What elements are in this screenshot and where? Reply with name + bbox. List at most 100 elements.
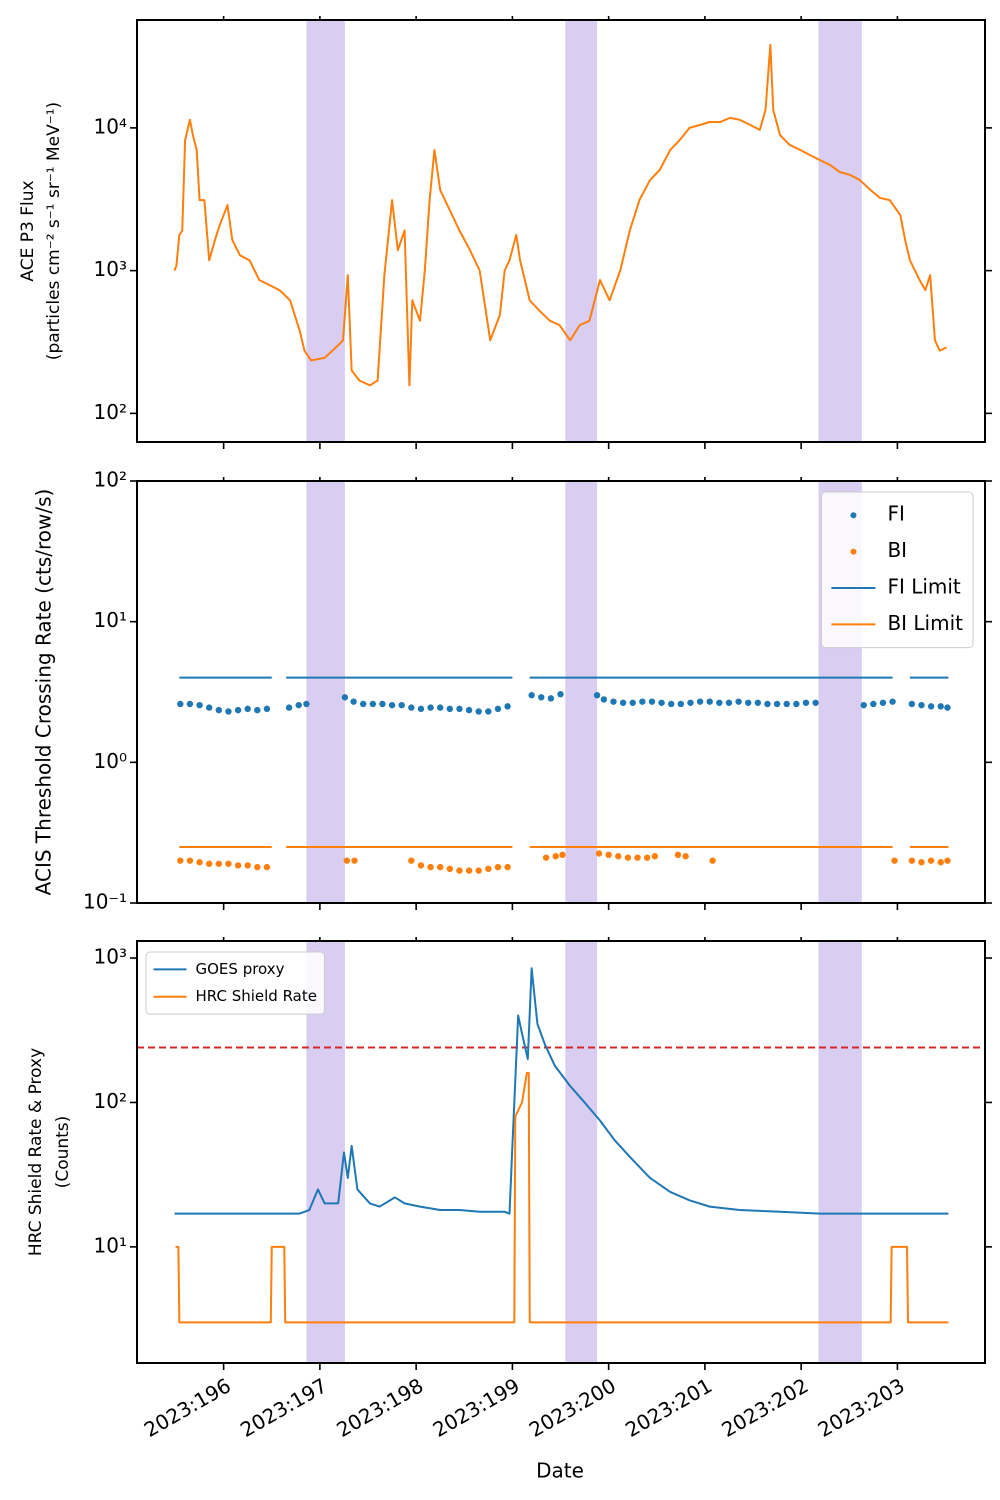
data-point (295, 701, 302, 709)
data-point (446, 865, 454, 873)
legend-marker (850, 548, 857, 555)
y-tick-label: 10¹ (94, 1233, 127, 1257)
shaded-span (565, 20, 598, 442)
data-point (263, 863, 271, 871)
data-point (215, 706, 223, 714)
data-point (205, 704, 213, 711)
data-point (605, 851, 612, 859)
data-point (643, 854, 651, 861)
data-point (343, 857, 351, 864)
data-point (205, 860, 213, 867)
data-point (475, 867, 482, 874)
data-point (639, 698, 646, 705)
data-point (494, 863, 502, 871)
data-point (475, 708, 482, 715)
data-point (716, 699, 723, 706)
data-point (398, 701, 405, 709)
data-point (504, 863, 511, 871)
data-point (677, 700, 685, 708)
data-point (944, 704, 951, 711)
data-point (648, 698, 656, 705)
legend-label: GOES proxy (196, 960, 285, 978)
data-point (465, 867, 473, 874)
data-point (879, 699, 887, 706)
data-point (918, 859, 925, 866)
y-tick-label: 10³ (94, 257, 127, 281)
data-point (918, 701, 925, 709)
y-axis-label: (particles cm⁻² s⁻¹ sr⁻¹ MeV⁻¹) (44, 102, 64, 360)
data-point (552, 853, 559, 860)
shaded-span (565, 941, 598, 1363)
y-tick-label: 10⁴ (94, 114, 127, 138)
data-point (379, 700, 386, 708)
data-point (634, 854, 641, 861)
data-point (285, 704, 293, 711)
data-point (244, 705, 251, 713)
plot-area (137, 941, 985, 1363)
data-point (709, 857, 716, 864)
data-point (417, 862, 425, 869)
data-point (427, 704, 434, 711)
data-point (263, 705, 271, 713)
data-point (225, 708, 232, 715)
data-point (735, 698, 742, 705)
data-point (682, 853, 689, 860)
data-point (706, 698, 713, 705)
data-point (944, 857, 951, 864)
data-point (485, 708, 492, 715)
data-point (674, 851, 682, 859)
data-point (593, 692, 601, 699)
data-point (937, 859, 944, 866)
data-point (186, 700, 194, 708)
data-point (658, 699, 665, 706)
data-point (254, 706, 261, 714)
y-tick-label: 10² (94, 468, 127, 492)
shaded-span (818, 941, 862, 1363)
data-point (456, 867, 463, 874)
data-point (234, 862, 242, 869)
data-point (937, 703, 944, 710)
data-point (754, 699, 762, 706)
data-point (557, 691, 564, 698)
plot-area (173, 20, 947, 442)
y-axis-label: ACE P3 Flux (18, 180, 38, 281)
data-point (668, 700, 675, 708)
data-point (254, 863, 261, 871)
data-point (177, 857, 184, 864)
y-tick-label: 10⁻¹ (83, 890, 127, 914)
data-point (812, 699, 819, 706)
y-tick-label: 10⁰ (94, 749, 127, 773)
data-point (351, 857, 358, 864)
data-point (388, 701, 396, 709)
data-line (174, 967, 949, 1215)
legend-label: FI (887, 502, 904, 526)
data-point (538, 694, 545, 701)
data-point (542, 854, 550, 861)
panel: 10² 10³ 10⁴ ACE P3 Flux (particles cm⁻² s⁻¹ … (18, 16, 992, 449)
y-axis-label: (Counts) (53, 1116, 73, 1189)
data-point (494, 705, 502, 713)
data-point (303, 700, 310, 708)
data-point (891, 857, 898, 864)
data-line (175, 1071, 949, 1324)
shaded-span (565, 481, 598, 903)
data-point (427, 863, 434, 871)
data-point (225, 860, 232, 867)
data-point (244, 862, 251, 869)
data-point (456, 705, 463, 713)
data-point (465, 706, 473, 714)
legend-label: BI Limit (887, 611, 963, 635)
data-point (177, 700, 184, 708)
legend: FI BI FI Limit BI Limit (820, 491, 974, 649)
data-point (559, 851, 566, 859)
panel: 10⁻¹ 10⁰ 10¹ 10² ACIS Threshold Crossing Rat… (32, 468, 992, 914)
data-point (651, 853, 659, 860)
data-point (610, 698, 617, 705)
data-point (696, 698, 704, 705)
data-point (908, 700, 916, 708)
data-point (745, 699, 752, 706)
data-point (408, 857, 415, 864)
y-axis-label: ACIS Threshold Crossing Rate (cts/row/s) (32, 489, 56, 896)
